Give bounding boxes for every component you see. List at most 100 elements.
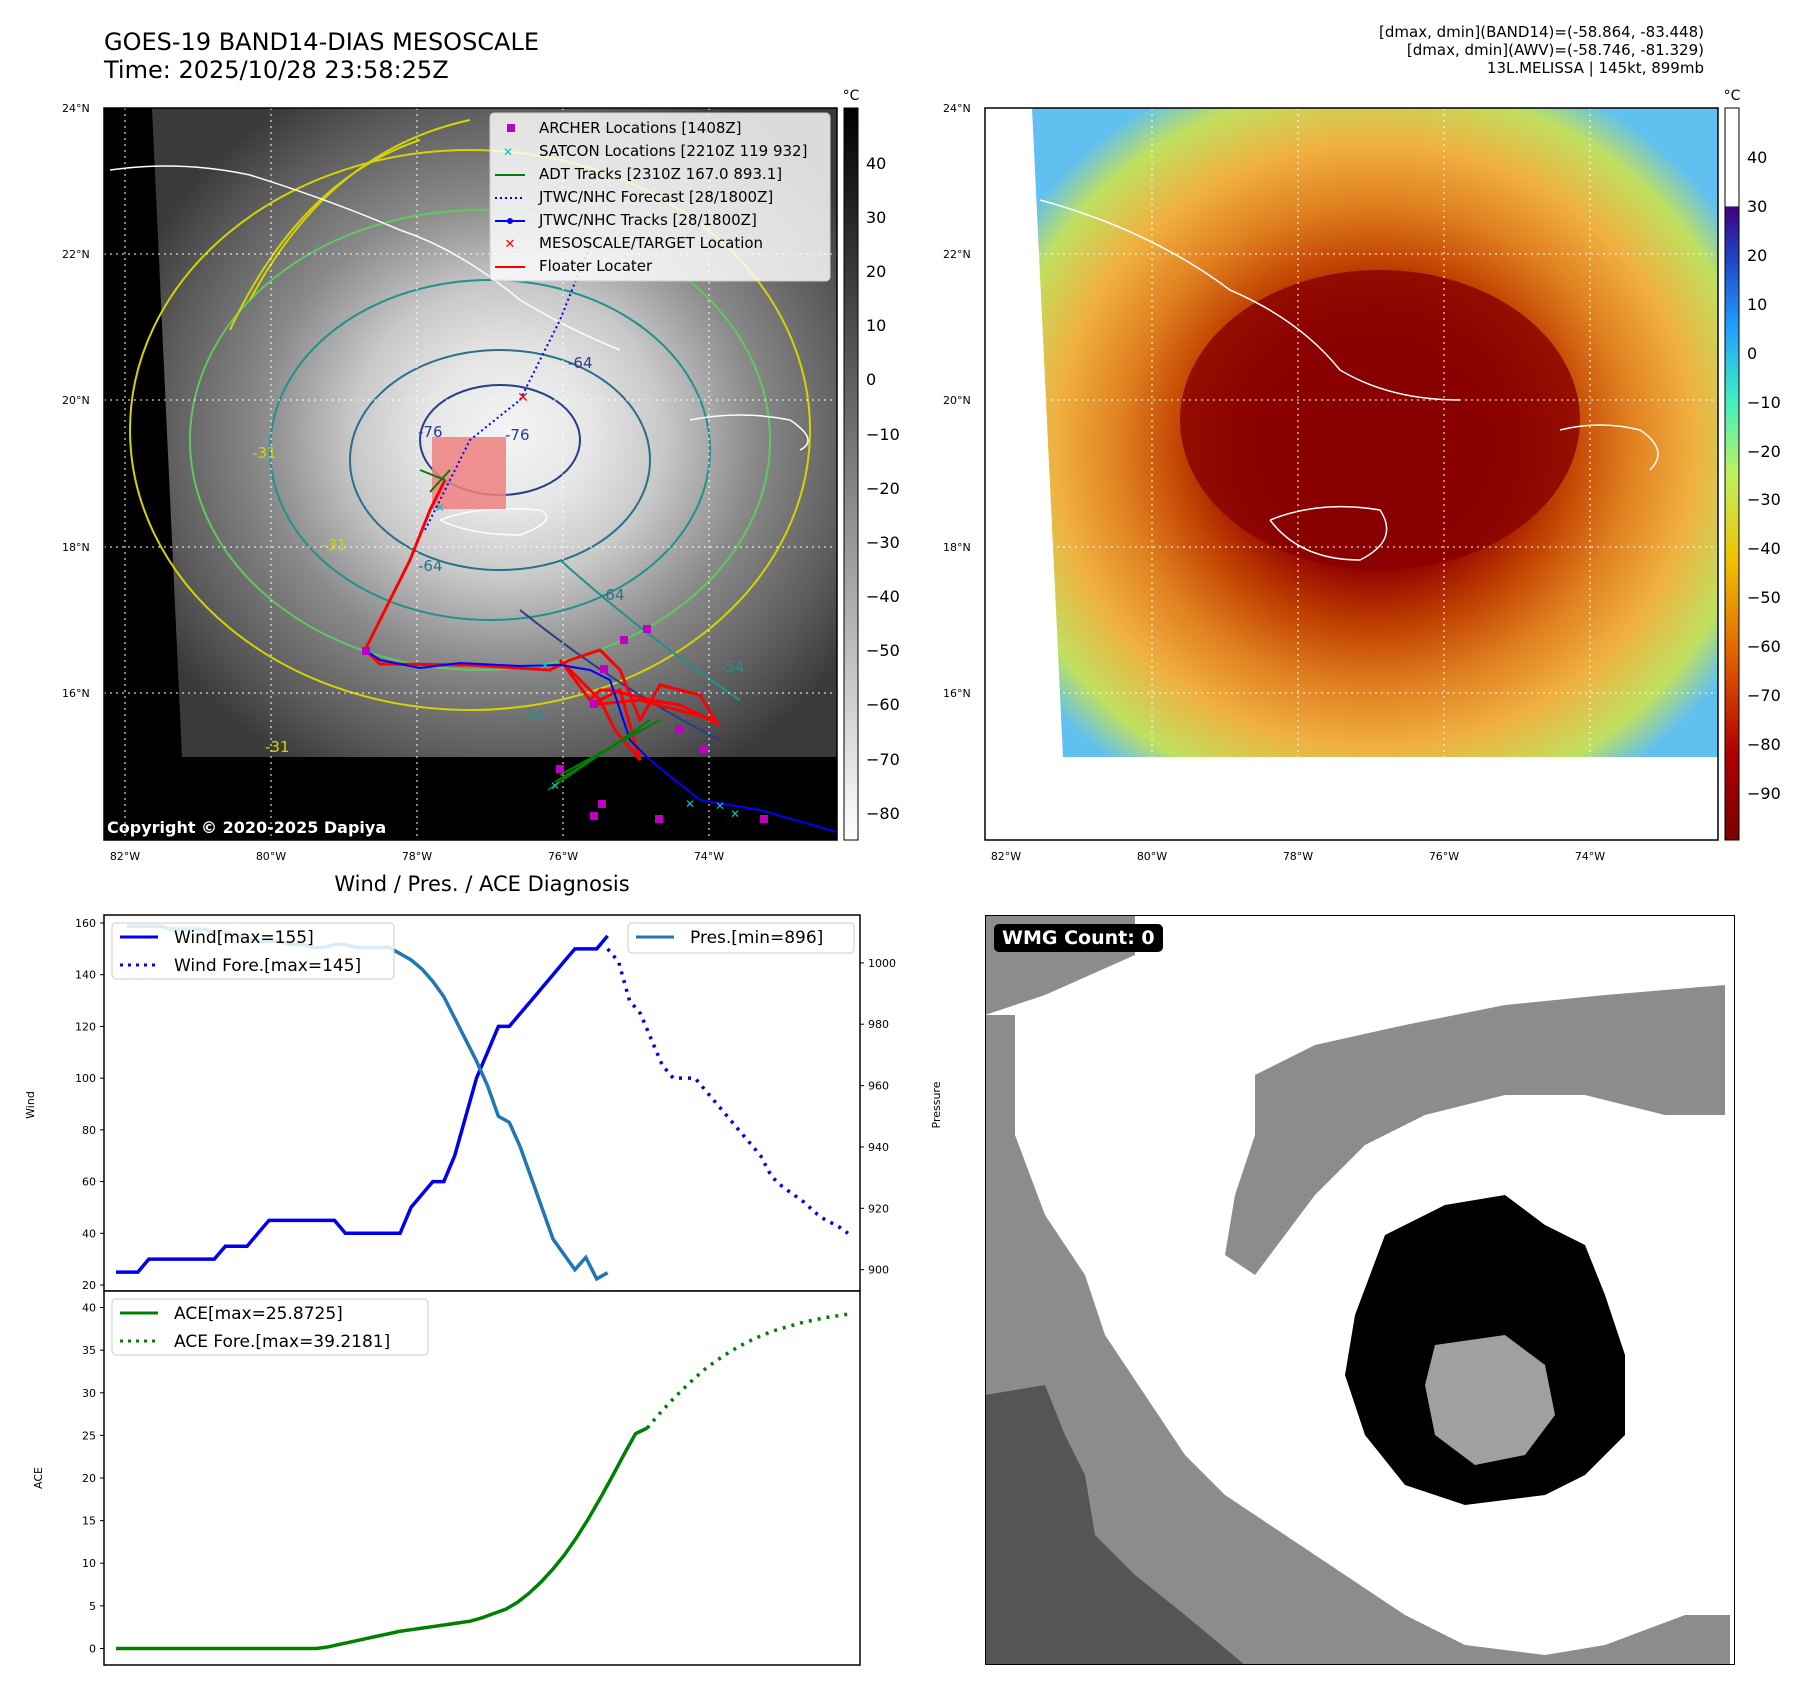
svg-text:−80: −80 bbox=[1747, 735, 1781, 754]
svg-text:✕: ✕ bbox=[550, 779, 560, 793]
legend-archer-marker bbox=[507, 124, 515, 132]
svg-text:°C: °C bbox=[1724, 88, 1741, 104]
svg-text:76°W: 76°W bbox=[548, 850, 578, 863]
ace-axis-label: ACE bbox=[32, 1467, 45, 1489]
legend-floater-label: Floater Locater bbox=[539, 257, 653, 275]
svg-text:✕: ✕ bbox=[730, 807, 740, 821]
svg-text:40: 40 bbox=[1747, 148, 1767, 167]
wind-line bbox=[116, 934, 609, 1274]
target-marker: ✕ bbox=[517, 390, 529, 406]
svg-text:−50: −50 bbox=[866, 641, 900, 660]
svg-text:−90: −90 bbox=[1747, 784, 1781, 803]
svg-text:-64: -64 bbox=[418, 557, 443, 575]
svg-text:82°W: 82°W bbox=[991, 850, 1021, 863]
legend-archer-label: ARCHER Locations [1408Z] bbox=[539, 119, 742, 137]
satcon-markers: ✕ ✕ ✕ ✕ ✕ ✕ bbox=[435, 501, 740, 821]
svg-text:-31: -31 bbox=[322, 536, 347, 554]
pressure-tick-label: 1000 bbox=[868, 957, 896, 970]
legend-target-label: MESOSCALE/TARGET Location bbox=[539, 234, 763, 252]
svg-text:-54: -54 bbox=[720, 658, 745, 676]
ace-line bbox=[116, 1426, 649, 1651]
floater-track bbox=[363, 479, 721, 761]
svg-text:20°N: 20°N bbox=[943, 394, 971, 407]
svg-text:−10: −10 bbox=[1747, 393, 1781, 412]
title-line-2: Time: 2025/10/28 23:58:25Z bbox=[104, 56, 449, 84]
svg-text:18°N: 18°N bbox=[943, 541, 971, 554]
info-storm: 13L.MELISSA | 145kt, 899mb bbox=[1486, 59, 1704, 77]
awv-colorbar: °C 40 30 20 10 0 −10 −20 −30 −40 −50 −60… bbox=[1724, 88, 1781, 841]
pressure-tick-label: 920 bbox=[868, 1202, 889, 1215]
awv-map-lon-labels: 82°W 80°W 78°W 76°W 74°W bbox=[991, 850, 1605, 863]
svg-text:74°W: 74°W bbox=[694, 850, 724, 863]
svg-text:10: 10 bbox=[1747, 295, 1767, 314]
wmg-count-badge: WMG Count: 0 bbox=[994, 924, 1163, 952]
info-band14: [dmax, dmin](BAND14)=(-58.864, -83.448) bbox=[1379, 23, 1704, 41]
ir-map-lat-labels: 24°N 22°N 20°N 18°N 16°N bbox=[62, 102, 90, 700]
jtwc-track bbox=[364, 649, 837, 833]
wind-tick-label: 160 bbox=[75, 917, 96, 930]
svg-text:40: 40 bbox=[866, 154, 886, 173]
svg-text:22°N: 22°N bbox=[943, 248, 971, 261]
svg-text:18°N: 18°N bbox=[62, 541, 90, 554]
wind-tick-label: 120 bbox=[75, 1020, 96, 1033]
info-awv: [dmax, dmin](AWV)=(-58.746, -81.329) bbox=[1406, 41, 1704, 59]
ir-map-panel: ✕ ✕✕ ✕ ✕✕✕ -76 -76 -64 -64 - bbox=[62, 88, 1781, 863]
awv-image bbox=[985, 108, 1718, 840]
svg-text:80°W: 80°W bbox=[1137, 850, 1167, 863]
wind-tick-label: 60 bbox=[82, 1176, 96, 1189]
ace-tick-label: 10 bbox=[82, 1557, 96, 1570]
ace-tick-label: 35 bbox=[82, 1344, 96, 1357]
svg-text:20: 20 bbox=[866, 262, 886, 281]
legend-track-label: JTWC/NHC Tracks [28/1800Z] bbox=[538, 211, 757, 229]
svg-text:-31: -31 bbox=[265, 738, 290, 756]
ace-legend: ACE[max=25.8725] ACE Fore.[max=39.2181] bbox=[111, 1298, 429, 1356]
copyright-text: Copyright © 2020-2025 Dapiya bbox=[107, 818, 386, 837]
svg-text:80°W: 80°W bbox=[256, 850, 286, 863]
svg-text:-54: -54 bbox=[520, 706, 545, 724]
svg-text:30: 30 bbox=[1747, 197, 1767, 216]
ace-tick-label: 40 bbox=[82, 1302, 96, 1315]
wmg-panel bbox=[985, 915, 1735, 1665]
svg-text:−20: −20 bbox=[866, 479, 900, 498]
wind-tick-label: 100 bbox=[75, 1072, 96, 1085]
legend-satcon-label: SATCON Locations [2210Z 119 932] bbox=[539, 142, 807, 160]
svg-text:−60: −60 bbox=[866, 695, 900, 714]
svg-text:−10: −10 bbox=[866, 425, 900, 444]
figure-title: GOES-19 BAND14-DIAS MESOSCALE Time: 2025… bbox=[104, 28, 539, 84]
svg-text:−40: −40 bbox=[866, 587, 900, 606]
ir-map-lon-labels: 82°W 80°W 78°W 76°W 74°W bbox=[110, 850, 724, 863]
ace-tick-label: 15 bbox=[82, 1515, 96, 1528]
legend-ace-label: ACE[max=25.8725] bbox=[174, 1304, 343, 1324]
svg-text:0: 0 bbox=[866, 370, 876, 389]
svg-text:✕: ✕ bbox=[540, 659, 550, 673]
pressure-tick-label: 960 bbox=[868, 1080, 889, 1093]
title-line-1: GOES-19 BAND14-DIAS MESOSCALE bbox=[104, 28, 540, 56]
legend-satcon-marker: ✕ bbox=[503, 145, 513, 159]
wind-legend: Wind[max=155] Wind Fore.[max=145] bbox=[111, 922, 395, 980]
legend-wind-label: Wind[max=155] bbox=[174, 928, 314, 948]
svg-text:76°W: 76°W bbox=[1429, 850, 1459, 863]
svg-text:-76: -76 bbox=[418, 423, 443, 441]
svg-text:✕: ✕ bbox=[685, 797, 695, 811]
archer-markers bbox=[362, 625, 768, 823]
svg-text:−30: −30 bbox=[1747, 490, 1781, 509]
legend-pres-label: Pres.[min=896] bbox=[690, 928, 823, 948]
pressure-tick-label: 940 bbox=[868, 1141, 889, 1154]
svg-text:−30: −30 bbox=[866, 533, 900, 552]
svg-text:74°W: 74°W bbox=[1575, 850, 1605, 863]
pressure-tick-label: 980 bbox=[868, 1018, 889, 1031]
ace-tick-label: 20 bbox=[82, 1472, 96, 1485]
ace-tick-label: 30 bbox=[82, 1387, 96, 1400]
awv-map-lat-labels: 24°N 22°N 20°N 18°N 16°N bbox=[943, 102, 971, 700]
legend-wind-fore-label: Wind Fore.[max=145] bbox=[174, 956, 361, 976]
svg-text:−70: −70 bbox=[1747, 686, 1781, 705]
svg-text:°C: °C bbox=[843, 88, 860, 104]
svg-text:16°N: 16°N bbox=[943, 687, 971, 700]
adt-tracks bbox=[419, 469, 661, 791]
pressure-tick-label: 900 bbox=[868, 1264, 889, 1277]
svg-text:-76: -76 bbox=[505, 426, 530, 444]
pressure-axis-label: Pressure bbox=[930, 1081, 943, 1128]
floater-box bbox=[432, 437, 506, 509]
svg-text:82°W: 82°W bbox=[110, 850, 140, 863]
